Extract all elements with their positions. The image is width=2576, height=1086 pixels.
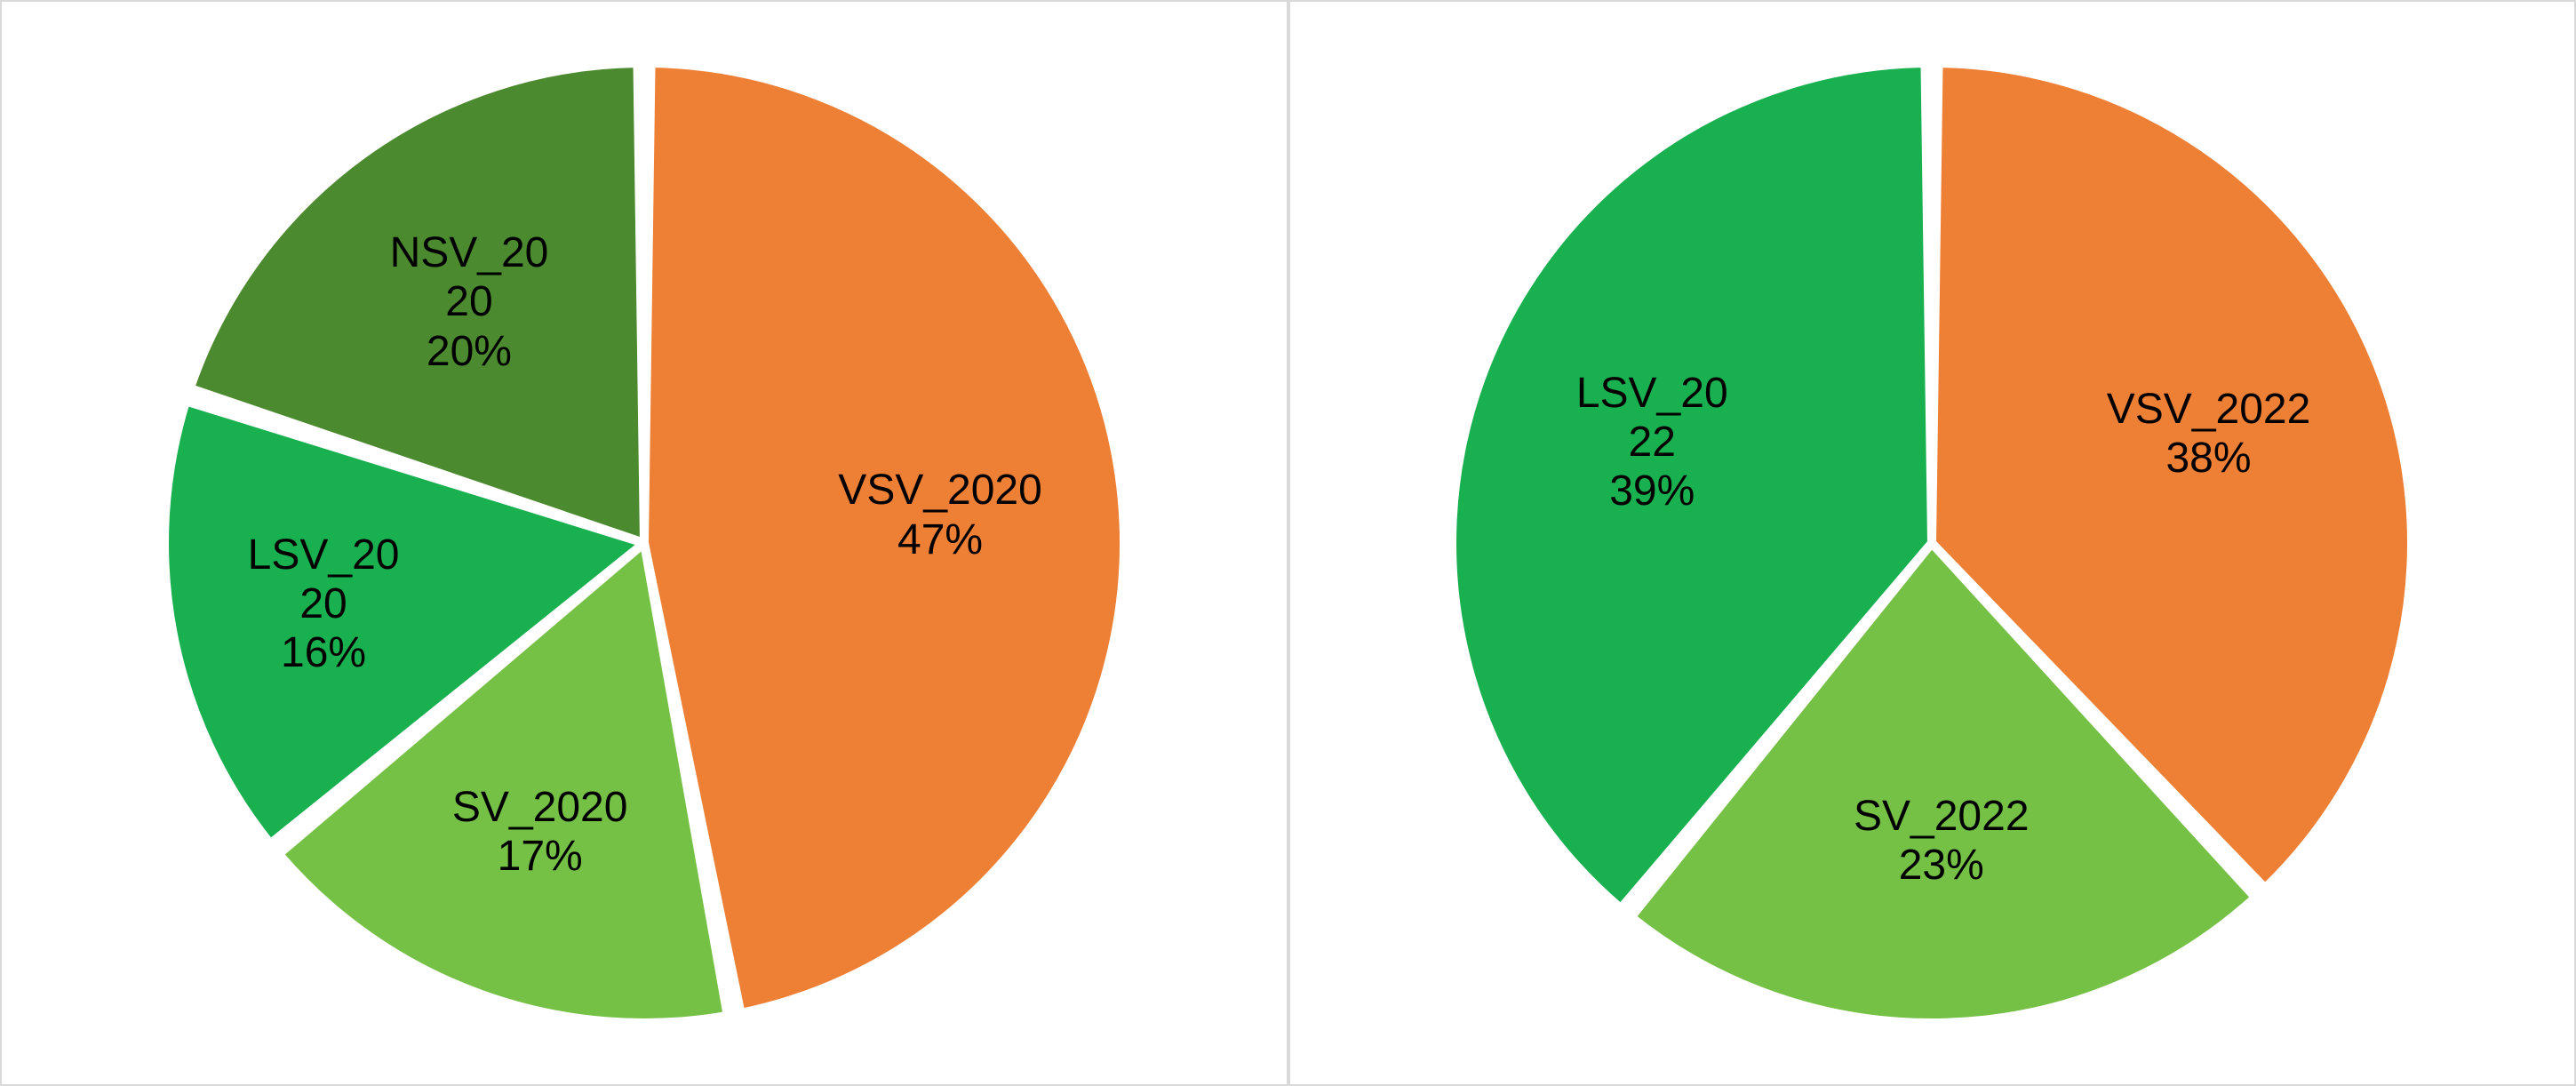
pie-panel-2022: VSV_2022 38%SV_2022 23%LSV_20 22 39% — [1288, 0, 2576, 1086]
pie-chart-2022: VSV_2022 38%SV_2022 23%LSV_20 22 39% — [1452, 63, 2412, 1023]
pie-svg-2020 — [164, 63, 1124, 1023]
pie-panel-2020: VSV_2020 47%SV_2020 17%LSV_20 20 16%NSV_… — [0, 0, 1288, 1086]
pie-chart-2020: VSV_2020 47%SV_2020 17%LSV_20 20 16%NSV_… — [164, 63, 1124, 1023]
pie-slice-VSV_2020 — [644, 63, 1124, 1013]
charts-container: VSV_2020 47%SV_2020 17%LSV_20 20 16%NSV_… — [0, 0, 2576, 1086]
pie-svg-2022 — [1452, 63, 2412, 1023]
